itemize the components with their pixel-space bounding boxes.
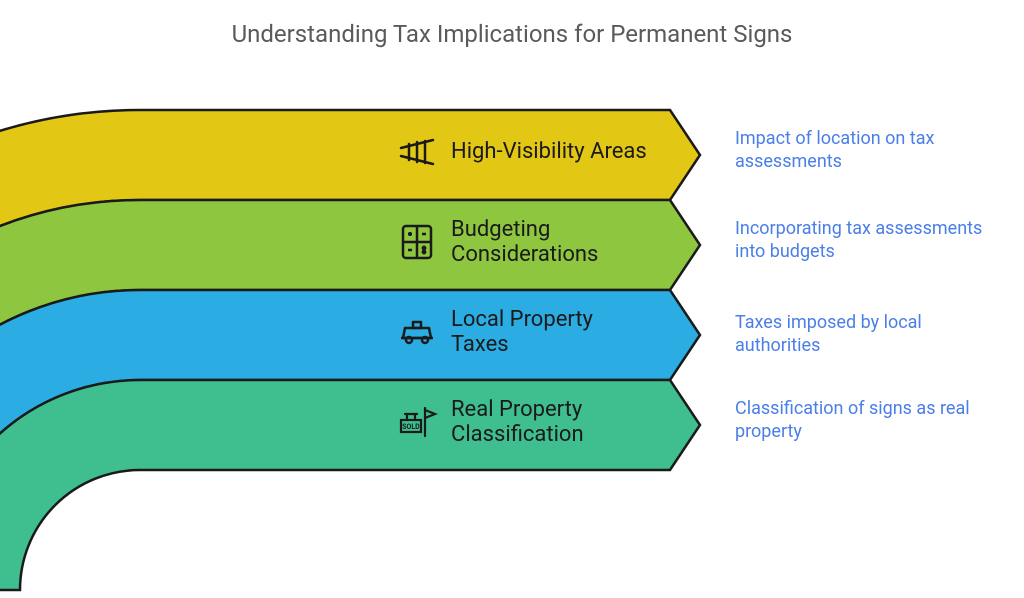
band-high-visibility-label: High-Visibility Areas — [395, 122, 647, 182]
band-real-property-label-text: Real Property Classification — [451, 397, 651, 448]
page-title: Understanding Tax Implications for Perma… — [0, 20, 1024, 48]
band-real-property-desc: Classification of signs as real property — [735, 398, 995, 443]
arc-diagram: High-Visibility Areas Impact of location … — [0, 80, 1024, 594]
band-high-visibility-desc: Impact of location on tax assessments — [735, 128, 995, 173]
svg-text:SOLD: SOLD — [402, 423, 420, 431]
band-local-property-label-text: Local Property Taxes — [451, 307, 651, 358]
highway-icon — [395, 130, 439, 174]
sold-sign-icon: SOLD — [395, 400, 439, 444]
taxi-icon — [395, 310, 439, 354]
band-budgeting-label: Budgeting Considerations — [395, 212, 651, 272]
band-budgeting-label-text: Budgeting Considerations — [451, 217, 651, 268]
calculator-icon — [395, 220, 439, 264]
band-budgeting-desc: Incorporating tax assessments into budge… — [735, 218, 995, 263]
band-high-visibility-label-text: High-Visibility Areas — [451, 139, 647, 164]
band-real-property-label: SOLD Real Property Classification — [395, 392, 651, 452]
band-local-property-desc: Taxes imposed by local authorities — [735, 312, 995, 357]
band-local-property-label: Local Property Taxes — [395, 302, 651, 362]
